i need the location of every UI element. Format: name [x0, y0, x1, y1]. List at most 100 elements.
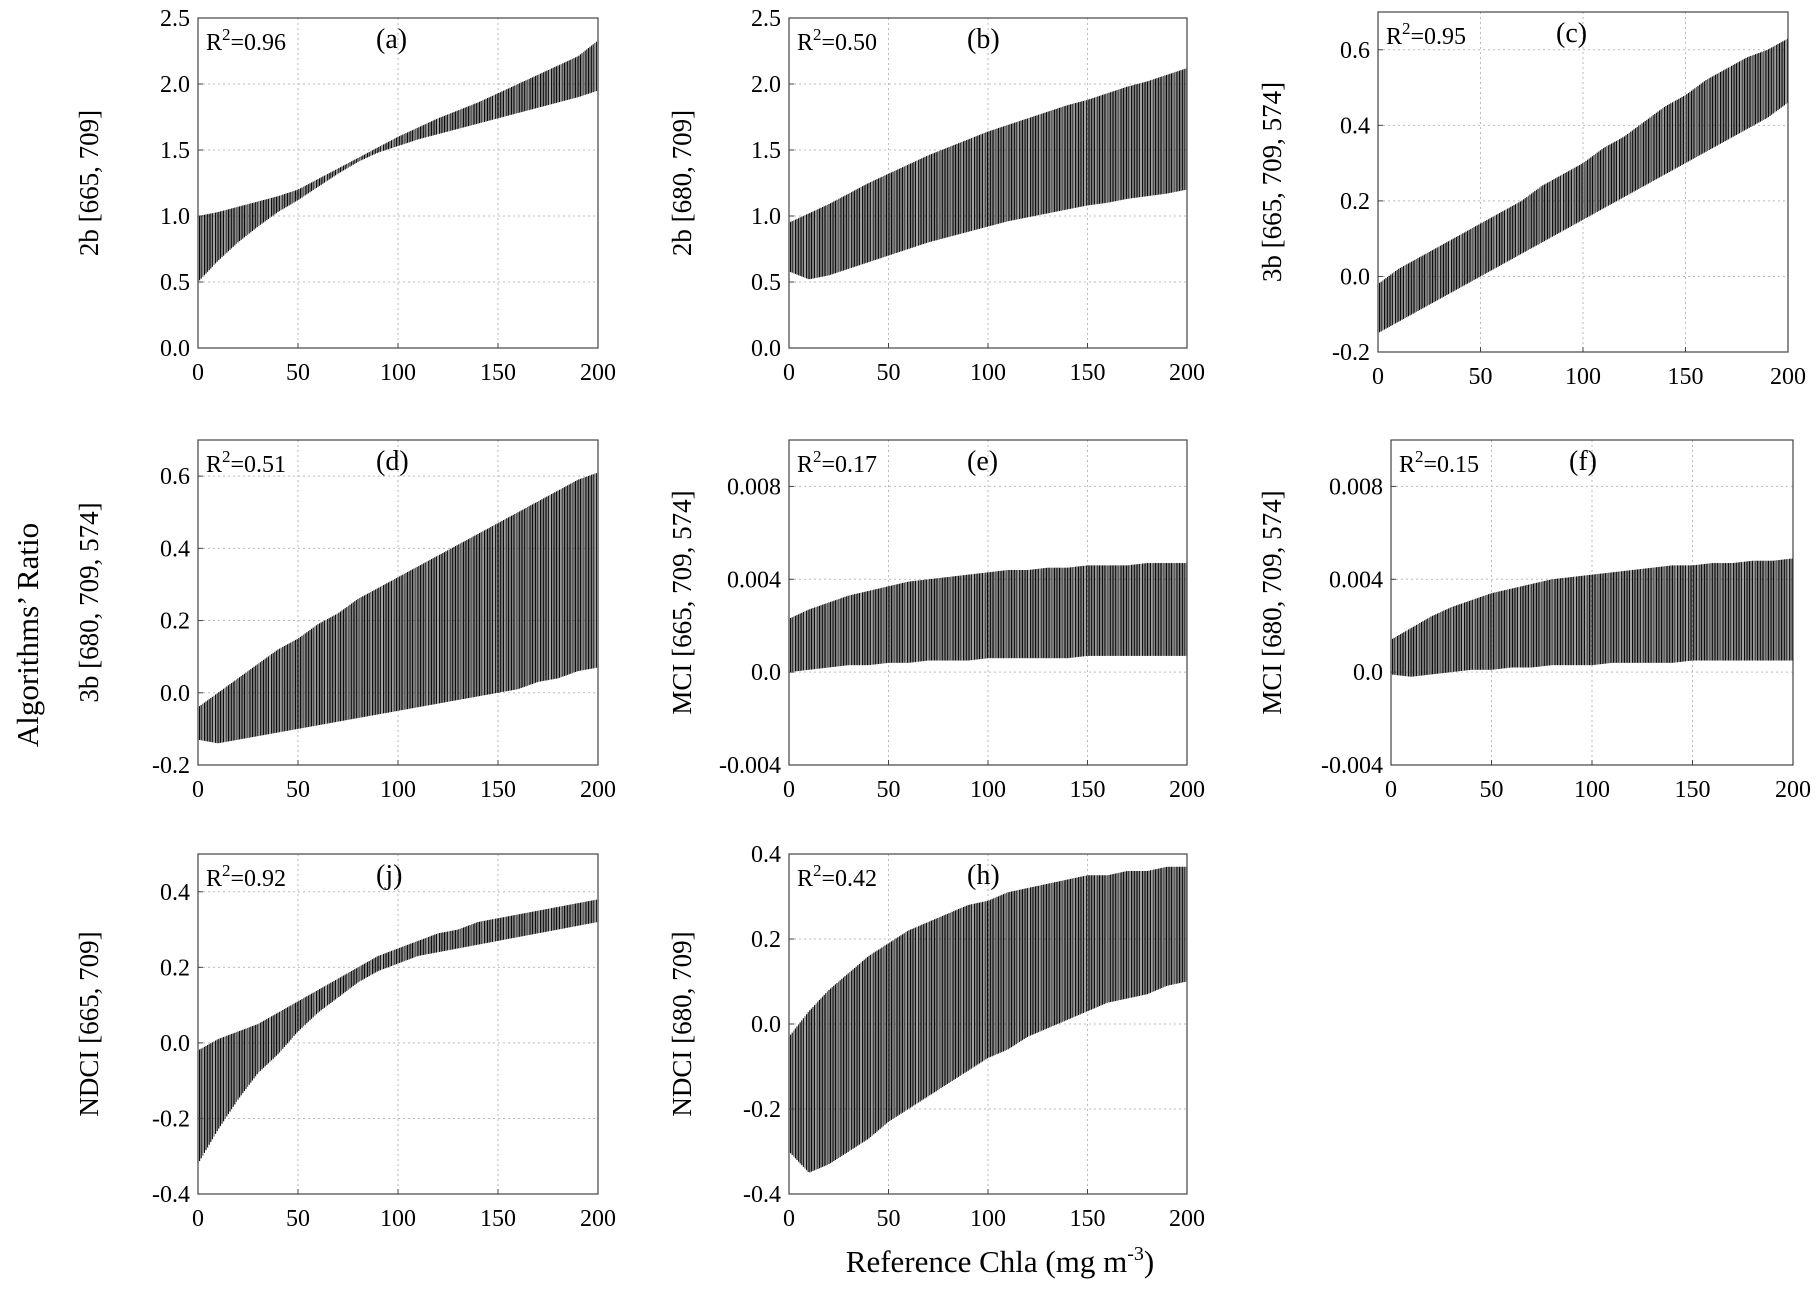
y-tick-label: 1.0: [160, 204, 190, 230]
y-tick-label: 0.0: [1340, 264, 1370, 290]
y-tick-label: 0.2: [751, 927, 781, 953]
y-tick-label: 0.6: [160, 464, 190, 490]
panel-letter: (f): [1569, 446, 1597, 477]
panel-letter: (c): [1556, 18, 1587, 49]
x-tick-label: 0: [192, 777, 204, 803]
y-tick-label: 0.004: [727, 567, 781, 593]
data-band: [1390, 558, 1794, 677]
y-tick-label: 0.0: [751, 336, 781, 362]
data-band: [788, 563, 1187, 673]
r2-annotation: R2=0.50: [797, 25, 877, 56]
y-tick-label: 0.0: [1353, 660, 1383, 686]
x-tick-label: 0: [783, 777, 795, 803]
panel-y-axis-label: 2b [680, 709]: [667, 110, 697, 256]
x-tick-label: 50: [1480, 777, 1504, 803]
y-tick-label: 0.2: [1340, 189, 1370, 215]
panel-letter: (h): [967, 860, 1000, 891]
y-tick-label: 0.5: [160, 270, 190, 296]
x-tick-label: 150: [1070, 360, 1106, 386]
y-tick-label: -0.004: [1321, 753, 1383, 779]
y-tick-label: 0.0: [160, 681, 190, 707]
x-tick-label: 150: [1675, 777, 1711, 803]
y-tick-label: -0.2: [152, 753, 190, 779]
y-tick-label: -0.2: [1332, 340, 1370, 366]
y-tick-label: 0.0: [160, 1031, 190, 1057]
panel-h: 0 50 100 150 200 -0.4 -0.2 0.0 0.2 0.4 NDCI [680, …: [667, 842, 1205, 1232]
y-tick-label: -0.2: [152, 1106, 190, 1132]
x-tick-label: 0: [1385, 777, 1397, 803]
r2-annotation: R2=0.17: [797, 447, 877, 478]
panel-b: 0 50 100 150 200 0.0 0.5 1.0 1.5 2.0 2.5 2b [680, 7…: [667, 6, 1205, 386]
x-tick-label: 200: [1775, 777, 1811, 803]
data-band: [197, 40, 599, 282]
x-tick-label: 150: [480, 360, 516, 386]
panel-y-axis-label: 2b [665, 709]: [74, 110, 104, 256]
x-tick-label: 150: [1070, 1206, 1106, 1232]
panel-letter: (e): [967, 446, 998, 477]
x-tick-label: 100: [970, 777, 1006, 803]
panel-y-axis-label: 3b [665, 709, 574]: [1257, 82, 1287, 282]
r2-annotation: R2=0.96: [206, 25, 286, 56]
figure-y-axis-title-text: Algorithms’ Ratio: [10, 523, 45, 747]
panel-y-axis-label: NDCI [680, 709]: [667, 931, 697, 1116]
x-tick-label: 0: [783, 1206, 795, 1232]
panel-y-axis-label: NDCI [665, 709]: [74, 931, 104, 1116]
x-tick-label: 50: [1469, 364, 1493, 390]
x-tick-label: 200: [580, 1206, 616, 1232]
panel-letter: (a): [376, 24, 407, 55]
x-tick-label: 100: [1574, 777, 1610, 803]
panel-e: 0 50 100 150 200 -0.004 0.0 0.004 0.008 MCI [665,…: [667, 439, 1205, 803]
data-band: [197, 472, 599, 744]
x-tick-label: 200: [1169, 1206, 1205, 1232]
x-tick-label: 200: [580, 777, 616, 803]
y-tick-label: 0.4: [751, 842, 781, 868]
x-tick-label: 50: [877, 360, 901, 386]
y-tick-label: 1.0: [751, 204, 781, 230]
y-tick-label: 0.2: [160, 955, 190, 981]
x-tick-label: 100: [970, 360, 1006, 386]
y-tick-label: -0.4: [743, 1182, 781, 1208]
panel-y-axis-label: MCI [665, 709, 574]: [667, 490, 697, 714]
y-tick-label: 0.4: [160, 880, 190, 906]
y-tick-label: 0.004: [1329, 567, 1383, 593]
panel-a: 0 50 100 150 200 0.0 0.5 1.0 1.5 2.0 2.5 2b [665, 7…: [74, 6, 616, 386]
y-tick-label: 1.5: [160, 138, 190, 164]
panel-j: 0 50 100 150 200 -0.4 -0.2 0.0 0.2 0.4 NDCI [665, …: [74, 853, 616, 1232]
y-tick-label: 0.4: [160, 536, 190, 562]
figure-y-axis-title: Algorithms’ Ratio: [10, 523, 45, 747]
panel-letter: (b): [967, 24, 1000, 55]
y-tick-label: 2.0: [751, 72, 781, 98]
y-tick-label: 0.0: [160, 336, 190, 362]
panel-c: 0 50 100 150 200 -0.2 0.0 0.2 0.4 0.6 3b [665, 709…: [1257, 11, 1806, 390]
x-tick-label: 100: [380, 1206, 416, 1232]
x-tick-label: 150: [1070, 777, 1106, 803]
x-tick-label: 200: [1169, 360, 1205, 386]
r2-annotation: R2=0.92: [206, 861, 286, 892]
figure-x-axis-title: Reference Chla (mg m-3): [846, 1243, 1154, 1279]
data-band: [788, 866, 1187, 1173]
y-tick-label: 0.0: [751, 1012, 781, 1038]
y-tick-label: 0.008: [1329, 474, 1383, 500]
x-tick-label: 200: [1770, 364, 1806, 390]
x-tick-label: 150: [480, 777, 516, 803]
x-tick-label: 100: [1565, 364, 1601, 390]
r2-annotation: R2=0.95: [1386, 19, 1466, 50]
y-tick-label: 0.0: [751, 660, 781, 686]
r2-annotation: R2=0.51: [206, 447, 286, 478]
r2-annotation: R2=0.15: [1399, 447, 1479, 478]
x-tick-label: 0: [192, 360, 204, 386]
x-tick-label: 50: [877, 1206, 901, 1232]
y-tick-label: 0.2: [160, 609, 190, 635]
y-tick-label: 0.4: [1340, 113, 1370, 139]
x-tick-label: 200: [580, 360, 616, 386]
x-tick-label: 50: [286, 1206, 310, 1232]
x-tick-label: 100: [380, 777, 416, 803]
figure-x-axis-title-text: Reference Chla (mg m-3): [846, 1243, 1154, 1279]
panel-f: 0 50 100 150 200 -0.004 0.0 0.004 0.008 MCI [680,…: [1257, 439, 1811, 803]
y-tick-label: 0.5: [751, 270, 781, 296]
x-tick-label: 0: [1372, 364, 1384, 390]
panel-y-axis-label: MCI [680, 709, 574]: [1257, 490, 1287, 714]
data-band: [788, 68, 1187, 280]
x-tick-label: 50: [286, 777, 310, 803]
x-tick-label: 50: [877, 777, 901, 803]
